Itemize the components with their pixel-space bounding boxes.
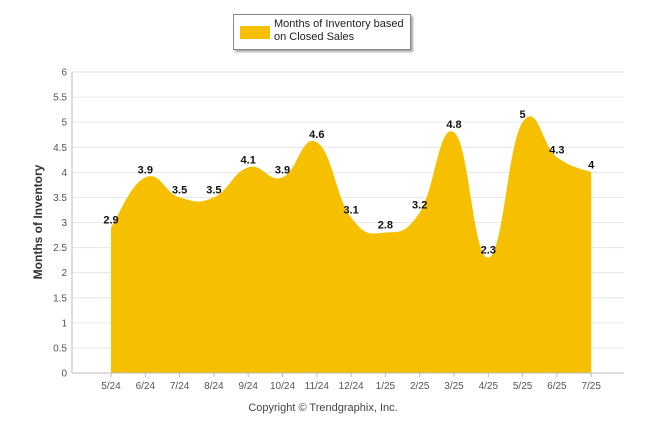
x-tick-label: 6/25 [547,381,567,392]
legend-swatch [240,26,270,39]
x-tick-label: 2/25 [410,381,430,392]
area-fill [111,116,592,374]
y-axis-label: Months of Inventory [31,164,45,279]
x-tick-label: 12/24 [339,381,364,392]
x-tick-label: 5/25 [513,381,533,392]
data-label: 2.9 [103,215,118,227]
x-tick-label: 9/24 [238,381,258,392]
data-label: 2.8 [378,220,393,232]
legend-label: Months of Inventory based on Closed Sale… [274,18,404,43]
x-tick-label: 10/24 [270,381,295,392]
y-tick-label: 0 [61,369,67,380]
data-label: 5 [520,109,526,121]
legend: Months of Inventory based on Closed Sale… [233,14,411,50]
y-tick-label: 5 [61,118,67,129]
y-tick-label: 1.5 [53,293,67,304]
data-label: 3.9 [138,164,153,176]
x-tick-label: 8/24 [204,381,224,392]
data-label: 4.1 [241,154,256,166]
data-label: 3.1 [343,204,358,216]
y-tick-label: 4.5 [53,143,67,154]
data-label: 3.9 [275,164,290,176]
x-tick-label: 3/25 [444,381,464,392]
y-tick-label: 1 [61,318,67,329]
x-tick-labels: 5/24 6/24 7/24 8/24 9/24 10/24 11/24 12/24 1/25 2… [101,381,601,392]
x-tick-label: 4/25 [479,381,499,392]
data-label: 4 [588,159,595,171]
x-tick-label: 1/25 [376,381,396,392]
data-label: 3.2 [412,199,427,211]
data-label: 4.8 [446,119,461,131]
x-tick-label: 6/24 [136,381,156,392]
data-labels: 2.9 3.9 3.5 3.5 4.1 3.9 4.6 3.1 2.8 3.2 4.8 2.3 5 4.3… [103,109,595,256]
area-series [111,116,592,374]
axes [71,72,624,377]
x-tick-label: 7/24 [170,381,190,392]
y-tick-label: 2.5 [53,243,67,254]
y-tick-label: 2 [61,268,67,279]
data-label: 4.6 [309,129,324,141]
x-tick-label: 11/24 [305,381,330,392]
y-tick-label: 0.5 [53,343,67,354]
y-tick-label: 6 [61,68,67,79]
x-tick-label: 5/24 [101,381,121,392]
x-tick-label: 7/25 [581,381,601,392]
data-label: 2.3 [481,245,496,257]
y-tick-label: 4 [61,168,67,179]
y-tick-label: 5.5 [53,93,67,104]
copyright-text: Copyright © Trendgraphix, Inc. [248,402,398,414]
y-tick-label: 3 [61,218,67,229]
y-tick-label: 3.5 [53,193,67,204]
data-label: 3.5 [172,184,187,196]
data-label: 3.5 [206,184,221,196]
data-label: 4.3 [549,144,564,156]
y-tick-labels: 0 0.5 1 1.5 2 2.5 3 3.5 4 4.5 5 5.5 6 [53,68,67,380]
